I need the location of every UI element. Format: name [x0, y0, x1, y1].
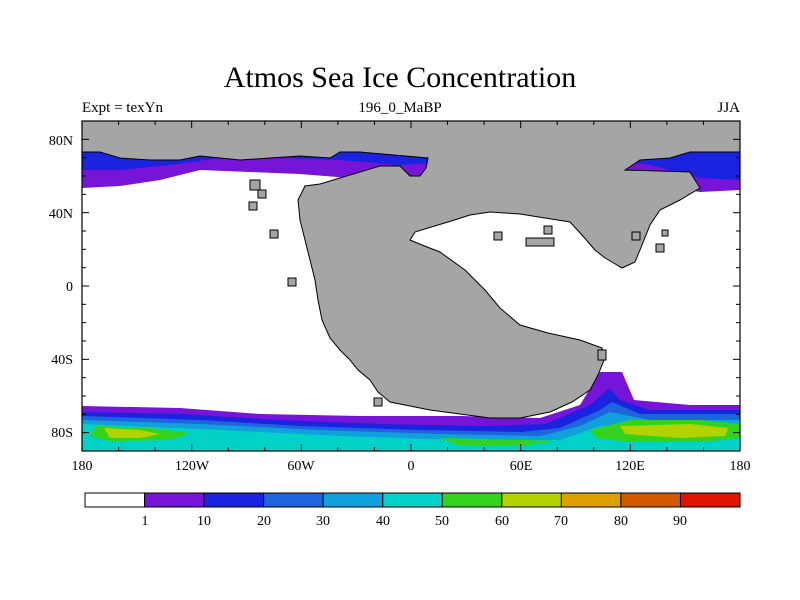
- axis-ticks: [81, 120, 741, 452]
- colorbar-swatch: [322, 492, 384, 508]
- colorbar-label: 50: [435, 514, 449, 529]
- lon-tick-label: 180: [72, 459, 93, 474]
- colorbar-label: 10: [197, 514, 211, 529]
- colorbar-swatch: [84, 492, 146, 508]
- colorbar-swatch: [501, 492, 562, 508]
- lon-tick-label: 60W: [287, 459, 315, 474]
- lat-tick-label: 0: [66, 280, 73, 295]
- lat-tick-label: 40N: [49, 207, 73, 222]
- colorbar-label: 20: [257, 514, 271, 529]
- lon-tick-label: 120E: [615, 459, 645, 474]
- lat-tick-label: 80S: [51, 426, 73, 441]
- colorbar-label: 1: [142, 514, 149, 529]
- colorbar-swatch: [382, 492, 443, 508]
- lon-tick-labels: 180 120W 60W 0 60E 120E 180: [72, 459, 751, 474]
- season-label: JJA: [717, 100, 740, 116]
- lat-tick-label: 40S: [51, 353, 73, 368]
- colorbar-label: 90: [673, 514, 687, 529]
- colorbar-swatch: [203, 492, 265, 508]
- colorbar-swatch: [144, 492, 205, 508]
- colorbar-swatch: [441, 492, 503, 508]
- colorbar-label: 40: [376, 514, 390, 529]
- southern-sea-ice: [82, 372, 740, 451]
- lon-tick-label: 60E: [510, 459, 533, 474]
- colorbar-label: 80: [614, 514, 628, 529]
- lon-tick-label: 180: [730, 459, 751, 474]
- lat-tick-labels: 80N 40N 0 40S 80S: [49, 134, 73, 441]
- colorbar-label: 30: [316, 514, 330, 529]
- lon-tick-label: 0: [408, 459, 415, 474]
- colorbar-labels: 1 10 20 30 40 50 60 70 80 90: [142, 514, 688, 529]
- lat-tick-label: 80N: [49, 134, 73, 149]
- colorbar-label: 60: [495, 514, 509, 529]
- colorbar: [84, 492, 741, 508]
- colorbar-swatch: [620, 492, 681, 508]
- colorbar-swatch: [560, 492, 622, 508]
- plot-title: Atmos Sea Ice Concentration: [223, 61, 577, 94]
- colorbar-swatch: [263, 492, 324, 508]
- time-label: 196_0_MaBP: [358, 100, 442, 116]
- experiment-label: Expt = texYn: [82, 100, 163, 116]
- colorbar-label: 70: [554, 514, 568, 529]
- colorbar-swatch: [679, 492, 741, 508]
- land-masses: [81, 120, 741, 419]
- lon-tick-label: 120W: [175, 459, 210, 474]
